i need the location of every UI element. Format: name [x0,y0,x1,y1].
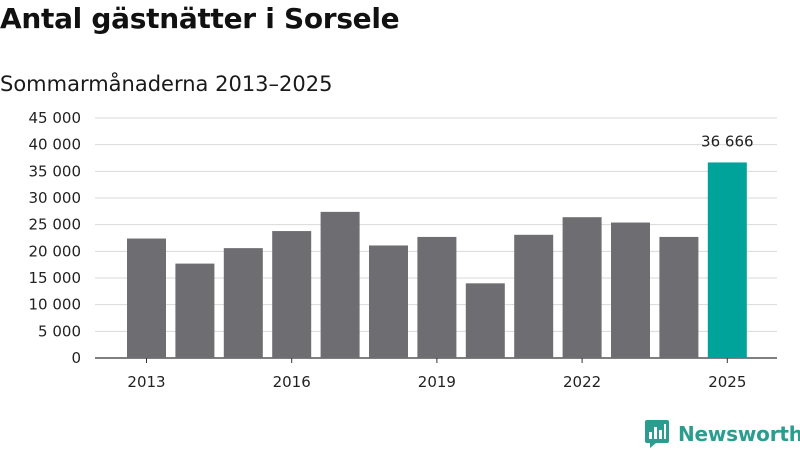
chart-subtitle: Sommarmånaderna 2013–2025 [0,72,333,96]
y-tick-label: 30 000 [29,189,82,207]
y-tick-label: 10 000 [29,296,82,314]
bar-2014 [175,263,215,358]
bar-2023 [611,222,650,358]
bar-2018 [369,245,408,358]
newsworthy-logo: Newsworthy [644,419,800,449]
y-tick-label: 25 000 [29,216,82,234]
bar-2022 [562,217,602,358]
bar-2024 [659,236,699,358]
x-tick-label: 2016 [273,373,311,391]
chart-title: Antal gästnätter i Sorsele [0,2,400,35]
bar-2020 [465,283,505,358]
bar-chart-speech-bubble-icon [645,420,669,448]
bar-2015 [223,248,263,358]
bar-2016 [272,231,312,358]
y-tick-label: 15 000 [29,269,82,287]
y-tick-label: 5 000 [38,322,81,340]
y-tick-label: 35 000 [29,162,82,180]
y-tick-label: 40 000 [29,136,82,154]
x-tick-label: 2019 [418,373,456,391]
bars-layer [127,162,747,358]
bar-2013 [127,238,166,358]
bar-2025 [707,162,747,358]
y-tick-label: 0 [71,349,81,367]
brand-name: Newsworthy [678,422,800,446]
bar-2021 [514,234,554,358]
y-tick-label: 45 000 [29,109,82,127]
bar-2017 [320,211,360,358]
y-tick-label: 20 000 [29,242,82,260]
x-tick-label: 2025 [708,373,746,391]
x-tick-label: 2013 [127,373,165,391]
data-label: 36 666 [701,132,754,150]
labels-layer: 0 5 000 10 000 15 000 20 000 25 000 30 000 35 0… [29,109,754,391]
bar-2019 [417,236,457,358]
x-tick-label: 2022 [563,373,601,391]
